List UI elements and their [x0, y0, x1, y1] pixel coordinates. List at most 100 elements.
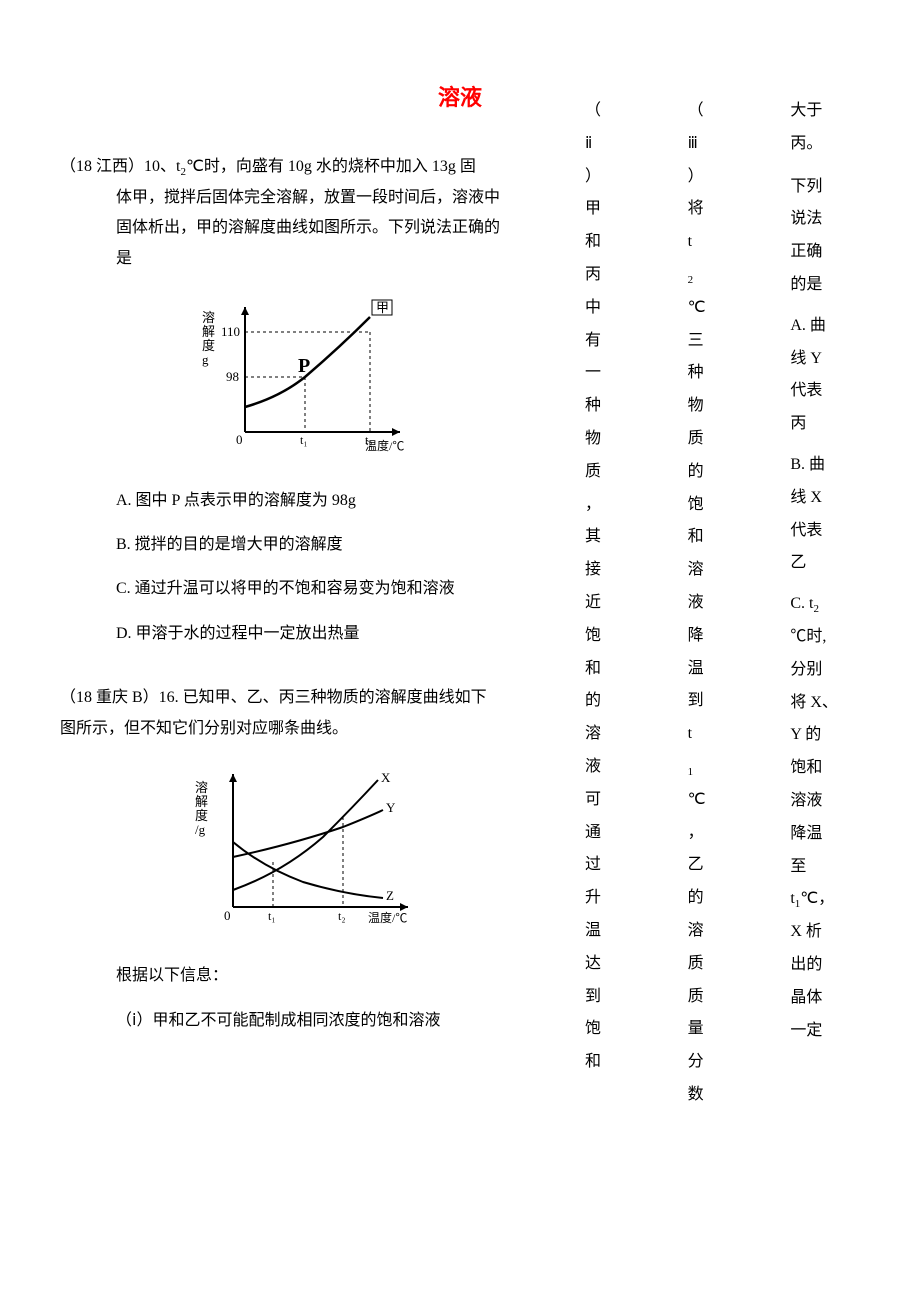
col2-char: （ [688, 95, 763, 128]
col1-char: 其 [585, 521, 660, 554]
col1-char: 可 [585, 784, 660, 817]
col3-line: A. 曲 [790, 310, 865, 343]
main-content: （18 江西）10、t2℃时，向盛有 10g 水的烧杯中加入 13g 固 体甲，… [60, 152, 550, 1036]
q2-chart-xtick-0: t₁ [268, 909, 276, 923]
col1-char: 和 [585, 226, 660, 259]
col2-char: 物 [688, 390, 763, 423]
q2-chart-ylabel-0: 溶 [195, 780, 208, 795]
col1-char: 达 [585, 948, 660, 981]
q2-chart-label-z: Z [386, 888, 394, 903]
q1-chart-ylabel-3: g [202, 352, 209, 367]
q1-body-line-1: 固体析出，甲的溶解度曲线如图所示。下列说法正确的 [116, 213, 550, 243]
q2-chart-ylabel-3: /g [195, 822, 206, 837]
col2-char: 1 [688, 751, 763, 784]
q2-chart-label-y: Y [386, 800, 396, 815]
col3-line: 一定 [790, 1015, 865, 1048]
col2-char: 的 [688, 456, 763, 489]
col3-line: 下列 [790, 171, 865, 204]
col3-line: t1℃， [790, 883, 865, 916]
col2-char: 的 [688, 882, 763, 915]
col3-line: 至 [790, 851, 865, 884]
col1-char: 饱 [585, 620, 660, 653]
col2-char: 温 [688, 653, 763, 686]
col1-char: 质 [585, 456, 660, 489]
col2-char: 液 [688, 587, 763, 620]
col2-char: 降 [688, 620, 763, 653]
col1-char: 过 [585, 849, 660, 882]
col2-char: 到 [688, 685, 763, 718]
side-columns: （ⅱ）甲和丙中有一种物质，其接近饱和的溶液可通过升温达到饱和 （ⅲ）将t2℃三种… [585, 95, 865, 1112]
col1-char: 温 [585, 915, 660, 948]
col2-char: 质 [688, 423, 763, 456]
col2-char: 量 [688, 1013, 763, 1046]
col3-line: Y 的 [790, 719, 865, 752]
col1-char: 甲 [585, 193, 660, 226]
col2-char: 乙 [688, 849, 763, 882]
q1-chart-ylabel-1: 解 [202, 324, 215, 339]
col2-char: 三 [688, 325, 763, 358]
col3-line: C. t2 [790, 588, 865, 621]
q2-info-i: （ⅰ）甲和乙不可能配制成相同浓度的饱和溶液 [60, 1006, 550, 1036]
col1-char: （ [585, 95, 660, 128]
col3-line: B. 曲 [790, 449, 865, 482]
question-1: （18 江西）10、t2℃时，向盛有 10g 水的烧杯中加入 13g 固 体甲，… [60, 152, 550, 653]
col1-char: 有 [585, 325, 660, 358]
side-col-2: （ⅲ）将t2℃三种物质的饱和溶液降温到t1℃，乙的溶质质量分数 [688, 95, 763, 1112]
q1-chart-ytick-1: 98 [226, 369, 239, 384]
col1-char: 液 [585, 751, 660, 784]
col3-line: 的是 [790, 269, 865, 302]
col3-line: 说法 [790, 203, 865, 236]
q1-chart-p-label: P [298, 355, 310, 377]
col3-line: 将 X、 [790, 687, 865, 720]
col1-char: 溶 [585, 718, 660, 751]
col1-char: 接 [585, 554, 660, 587]
q2-chart-ylabel-1: 解 [195, 794, 208, 809]
col3-line: 饱和 [790, 752, 865, 785]
col1-char: 和 [585, 1046, 660, 1079]
q1-chart-container: P 110 98 0 t₁ t₂ 溶 解 度 g 温度/℃ 甲 [60, 292, 550, 463]
col2-char: t [688, 718, 763, 751]
col3-line: 代表 [790, 375, 865, 408]
col2-char: 饱 [688, 489, 763, 522]
q1-body-line-2: 是 [116, 244, 550, 274]
col1-char: 一 [585, 357, 660, 390]
col2-char: ⅲ [688, 128, 763, 161]
q1-body-line-0: 体甲，搅拌后固体完全溶解，放置一段时间后，溶液中 [116, 183, 550, 213]
q1-chart: P 110 98 0 t₁ t₂ 溶 解 度 g 温度/℃ 甲 [190, 292, 420, 452]
q2-chart-container: X Y Z 0 t₁ t₂ 溶 解 度 /g 温度/℃ [60, 762, 550, 943]
col1-char: 到 [585, 981, 660, 1014]
col2-char: 溶 [688, 915, 763, 948]
col2-char: 数 [688, 1079, 763, 1112]
col3-line: 溶液 [790, 785, 865, 818]
col1-char: 近 [585, 587, 660, 620]
side-col-3: 大于丙。下列说法正确的是A. 曲线 Y代表丙B. 曲线 X代表乙C. t2℃时,… [790, 95, 865, 1112]
col2-char: 分 [688, 1046, 763, 1079]
q1-options: A. 图中 P 点表示甲的溶解度为 98g B. 搅拌的目的是增大甲的溶解度 C… [60, 482, 550, 654]
col2-char: 和 [688, 521, 763, 554]
q1-option-b: B. 搅拌的目的是增大甲的溶解度 [116, 526, 550, 564]
col3-line: 正确 [790, 236, 865, 269]
col3-line: 代表 [790, 515, 865, 548]
col3-line: 出的 [790, 949, 865, 982]
col2-char: ℃ [688, 784, 763, 817]
q1-header-text: （18 江西）10、t [60, 158, 180, 175]
col2-char: 溶 [688, 554, 763, 587]
q1-option-a: A. 图中 P 点表示甲的溶解度为 98g [116, 482, 550, 520]
q1-chart-ylabel-2: 度 [202, 338, 215, 353]
q1-header-tail: ℃时，向盛有 10g 水的烧杯中加入 13g 固 [186, 158, 476, 175]
col2-char: t [688, 226, 763, 259]
q2-chart: X Y Z 0 t₁ t₂ 溶 解 度 /g 温度/℃ [183, 762, 428, 932]
col1-char: ） [585, 161, 660, 194]
col1-char: 中 [585, 292, 660, 325]
col2-char: 质 [688, 948, 763, 981]
col1-char: 丙 [585, 259, 660, 292]
q1-header: （18 江西）10、t2℃时，向盛有 10g 水的烧杯中加入 13g 固 [60, 152, 550, 183]
col1-char: 和 [585, 653, 660, 686]
col3-line: 丙。 [790, 128, 865, 161]
col2-char: 将 [688, 193, 763, 226]
q1-chart-ylabel-0: 溶 [202, 310, 215, 325]
q1-chart-origin: 0 [236, 432, 243, 447]
col1-char: 升 [585, 882, 660, 915]
col1-char: ， [585, 489, 660, 522]
q1-chart-ytick-0: 110 [221, 324, 240, 339]
